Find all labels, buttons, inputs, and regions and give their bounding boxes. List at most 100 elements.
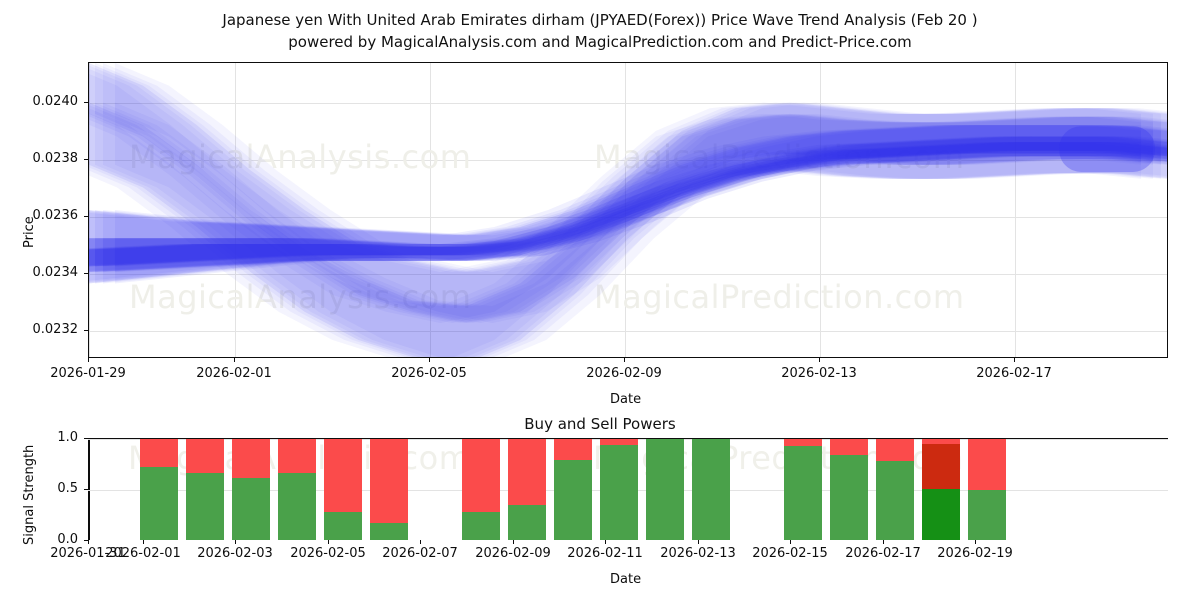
signal-x-tick-mark xyxy=(328,540,329,544)
price-gridline-v-1 xyxy=(235,63,236,357)
signal-y-tick-mark xyxy=(84,438,88,439)
price-y-tick-mark xyxy=(84,101,88,103)
price-x-tick-mark xyxy=(819,358,820,362)
price-x-tick-label: 2026-01-29 xyxy=(50,366,126,381)
signal-x-tick-label: 2026-02-05 xyxy=(290,546,366,561)
signal-x-tick-mark xyxy=(88,540,89,544)
price-gridline-h-4 xyxy=(89,102,1167,104)
signal-y-spine xyxy=(88,439,90,540)
buy-power-segment xyxy=(784,446,822,540)
wave-ribbon-0-3 xyxy=(89,63,1167,324)
sell-power-segment xyxy=(140,439,178,467)
price-x-tick-mark xyxy=(1014,358,1015,362)
buy-power-segment xyxy=(140,466,178,540)
sell-power-segment xyxy=(462,439,500,513)
signal-x-tick-label: 2026-02-03 xyxy=(197,546,273,561)
price-y-tick-mark xyxy=(84,329,88,331)
price-gridline-h-3 xyxy=(89,159,1167,161)
wave-ribbon-4-4 xyxy=(94,142,1167,267)
signal-x-tick-label: 2026-02-19 xyxy=(937,546,1013,561)
wave-ribbon-1-4 xyxy=(94,102,1167,357)
buy-power-segment xyxy=(232,477,270,540)
price-x-tick-mark xyxy=(429,358,430,362)
sell-power-segment xyxy=(784,439,822,447)
price-gridline-v-2 xyxy=(430,63,431,357)
signal-y-tick-label: 1.0 xyxy=(57,430,78,445)
sell-power-segment xyxy=(554,439,592,461)
buy-power-segment xyxy=(646,439,684,540)
wave-ribbon-4-5 xyxy=(102,142,1167,267)
signal-bar xyxy=(784,439,822,540)
price-y-tick-label: 0.0240 xyxy=(32,93,79,109)
signal-x-tick-mark xyxy=(698,540,699,544)
signal-x-tick-mark xyxy=(513,540,514,544)
wave-ribbon-2-4 xyxy=(94,125,1167,284)
buy-power-segment xyxy=(554,460,592,540)
price-y-tick-mark xyxy=(84,215,88,217)
wave-ribbon-0-4 xyxy=(94,63,1167,324)
price-gridline-v-0 xyxy=(89,63,90,357)
signal-bar xyxy=(692,439,730,540)
wave-right-cap xyxy=(1059,126,1156,172)
buy-power-segment xyxy=(370,522,408,540)
signal-x-tick-label: 2026-02-15 xyxy=(752,546,828,561)
signal-x-tick-label: 2026-02-09 xyxy=(475,546,551,561)
buy-power-segment xyxy=(968,490,1006,540)
price-y-tick-label: 0.0234 xyxy=(32,264,79,280)
signal-x-tick-mark xyxy=(143,540,144,544)
wave-ribbon-1-2 xyxy=(89,105,1162,357)
price-gridline-v-4 xyxy=(820,63,821,357)
sell-power-segment xyxy=(876,439,914,462)
wave-ribbon-4-2 xyxy=(89,142,1162,267)
signal-chart-title: Buy and Sell Powers xyxy=(524,415,676,433)
wave-ribbon-1-6 xyxy=(114,102,1167,357)
wave-ribbon-3-5 xyxy=(102,136,1167,273)
signal-x-tick-label: 2026-01-31 xyxy=(50,546,126,561)
signal-bar xyxy=(922,439,960,540)
wave-ribbon-0-5 xyxy=(102,63,1167,324)
signal-bar xyxy=(278,439,316,540)
signal-bar xyxy=(876,439,914,540)
wave-ribbon-3-1 xyxy=(89,136,1154,272)
wave-ribbon-3-0 xyxy=(89,136,1142,271)
signal-bar xyxy=(554,439,592,540)
signal-bar xyxy=(370,439,408,540)
buy-power-segment xyxy=(830,455,868,540)
price-x-tick-label: 2026-02-09 xyxy=(586,366,662,381)
price-x-tick-mark xyxy=(234,358,235,362)
signal-bar xyxy=(462,439,500,540)
wave-ribbon-4-1 xyxy=(89,142,1154,266)
price-x-tick-label: 2026-02-13 xyxy=(781,366,857,381)
signal-bar xyxy=(968,439,1006,540)
buy-power-segment xyxy=(508,505,546,540)
title-line-2: powered by MagicalAnalysis.com and Magic… xyxy=(288,33,912,51)
wave-ribbon-4-3 xyxy=(89,142,1167,267)
price-x-tick-mark xyxy=(88,358,89,362)
sell-power-segment xyxy=(186,439,224,473)
price-x-tick-mark xyxy=(624,358,625,362)
price-x-tick-label: 2026-02-17 xyxy=(976,366,1052,381)
wave-ribbon-1-5 xyxy=(102,102,1167,357)
wave-ribbon-2-3 xyxy=(89,125,1167,284)
signal-x-tick-label: 2026-02-01 xyxy=(105,546,181,561)
wave-ribbon-0-1 xyxy=(89,68,1154,324)
buy-power-segment xyxy=(186,472,224,540)
sell-power-segment xyxy=(830,439,868,456)
price-y-tick-label: 0.0238 xyxy=(32,150,79,166)
wave-ribbon-1-0 xyxy=(89,113,1142,357)
wave-ribbon-2-1 xyxy=(89,125,1154,283)
price-gridline-v-3 xyxy=(625,63,626,357)
signal-x-axis-title: Date xyxy=(610,572,642,587)
price-x-tick-label: 2026-02-05 xyxy=(391,366,467,381)
wave-ribbon-3-3 xyxy=(89,136,1167,273)
buy-power-segment xyxy=(922,489,960,540)
price-gridline-h-0 xyxy=(89,330,1167,332)
wave-ribbon-2-0 xyxy=(89,125,1142,281)
signal-x-tick-mark xyxy=(235,540,236,544)
title-line-1: Japanese yen With United Arab Emirates d… xyxy=(222,11,978,29)
wave-ribbon-2-5 xyxy=(102,125,1167,284)
wave-ribbon-2-6 xyxy=(114,125,1167,284)
signal-y-tick-label: 0.5 xyxy=(57,481,78,496)
signal-bar xyxy=(508,439,546,540)
